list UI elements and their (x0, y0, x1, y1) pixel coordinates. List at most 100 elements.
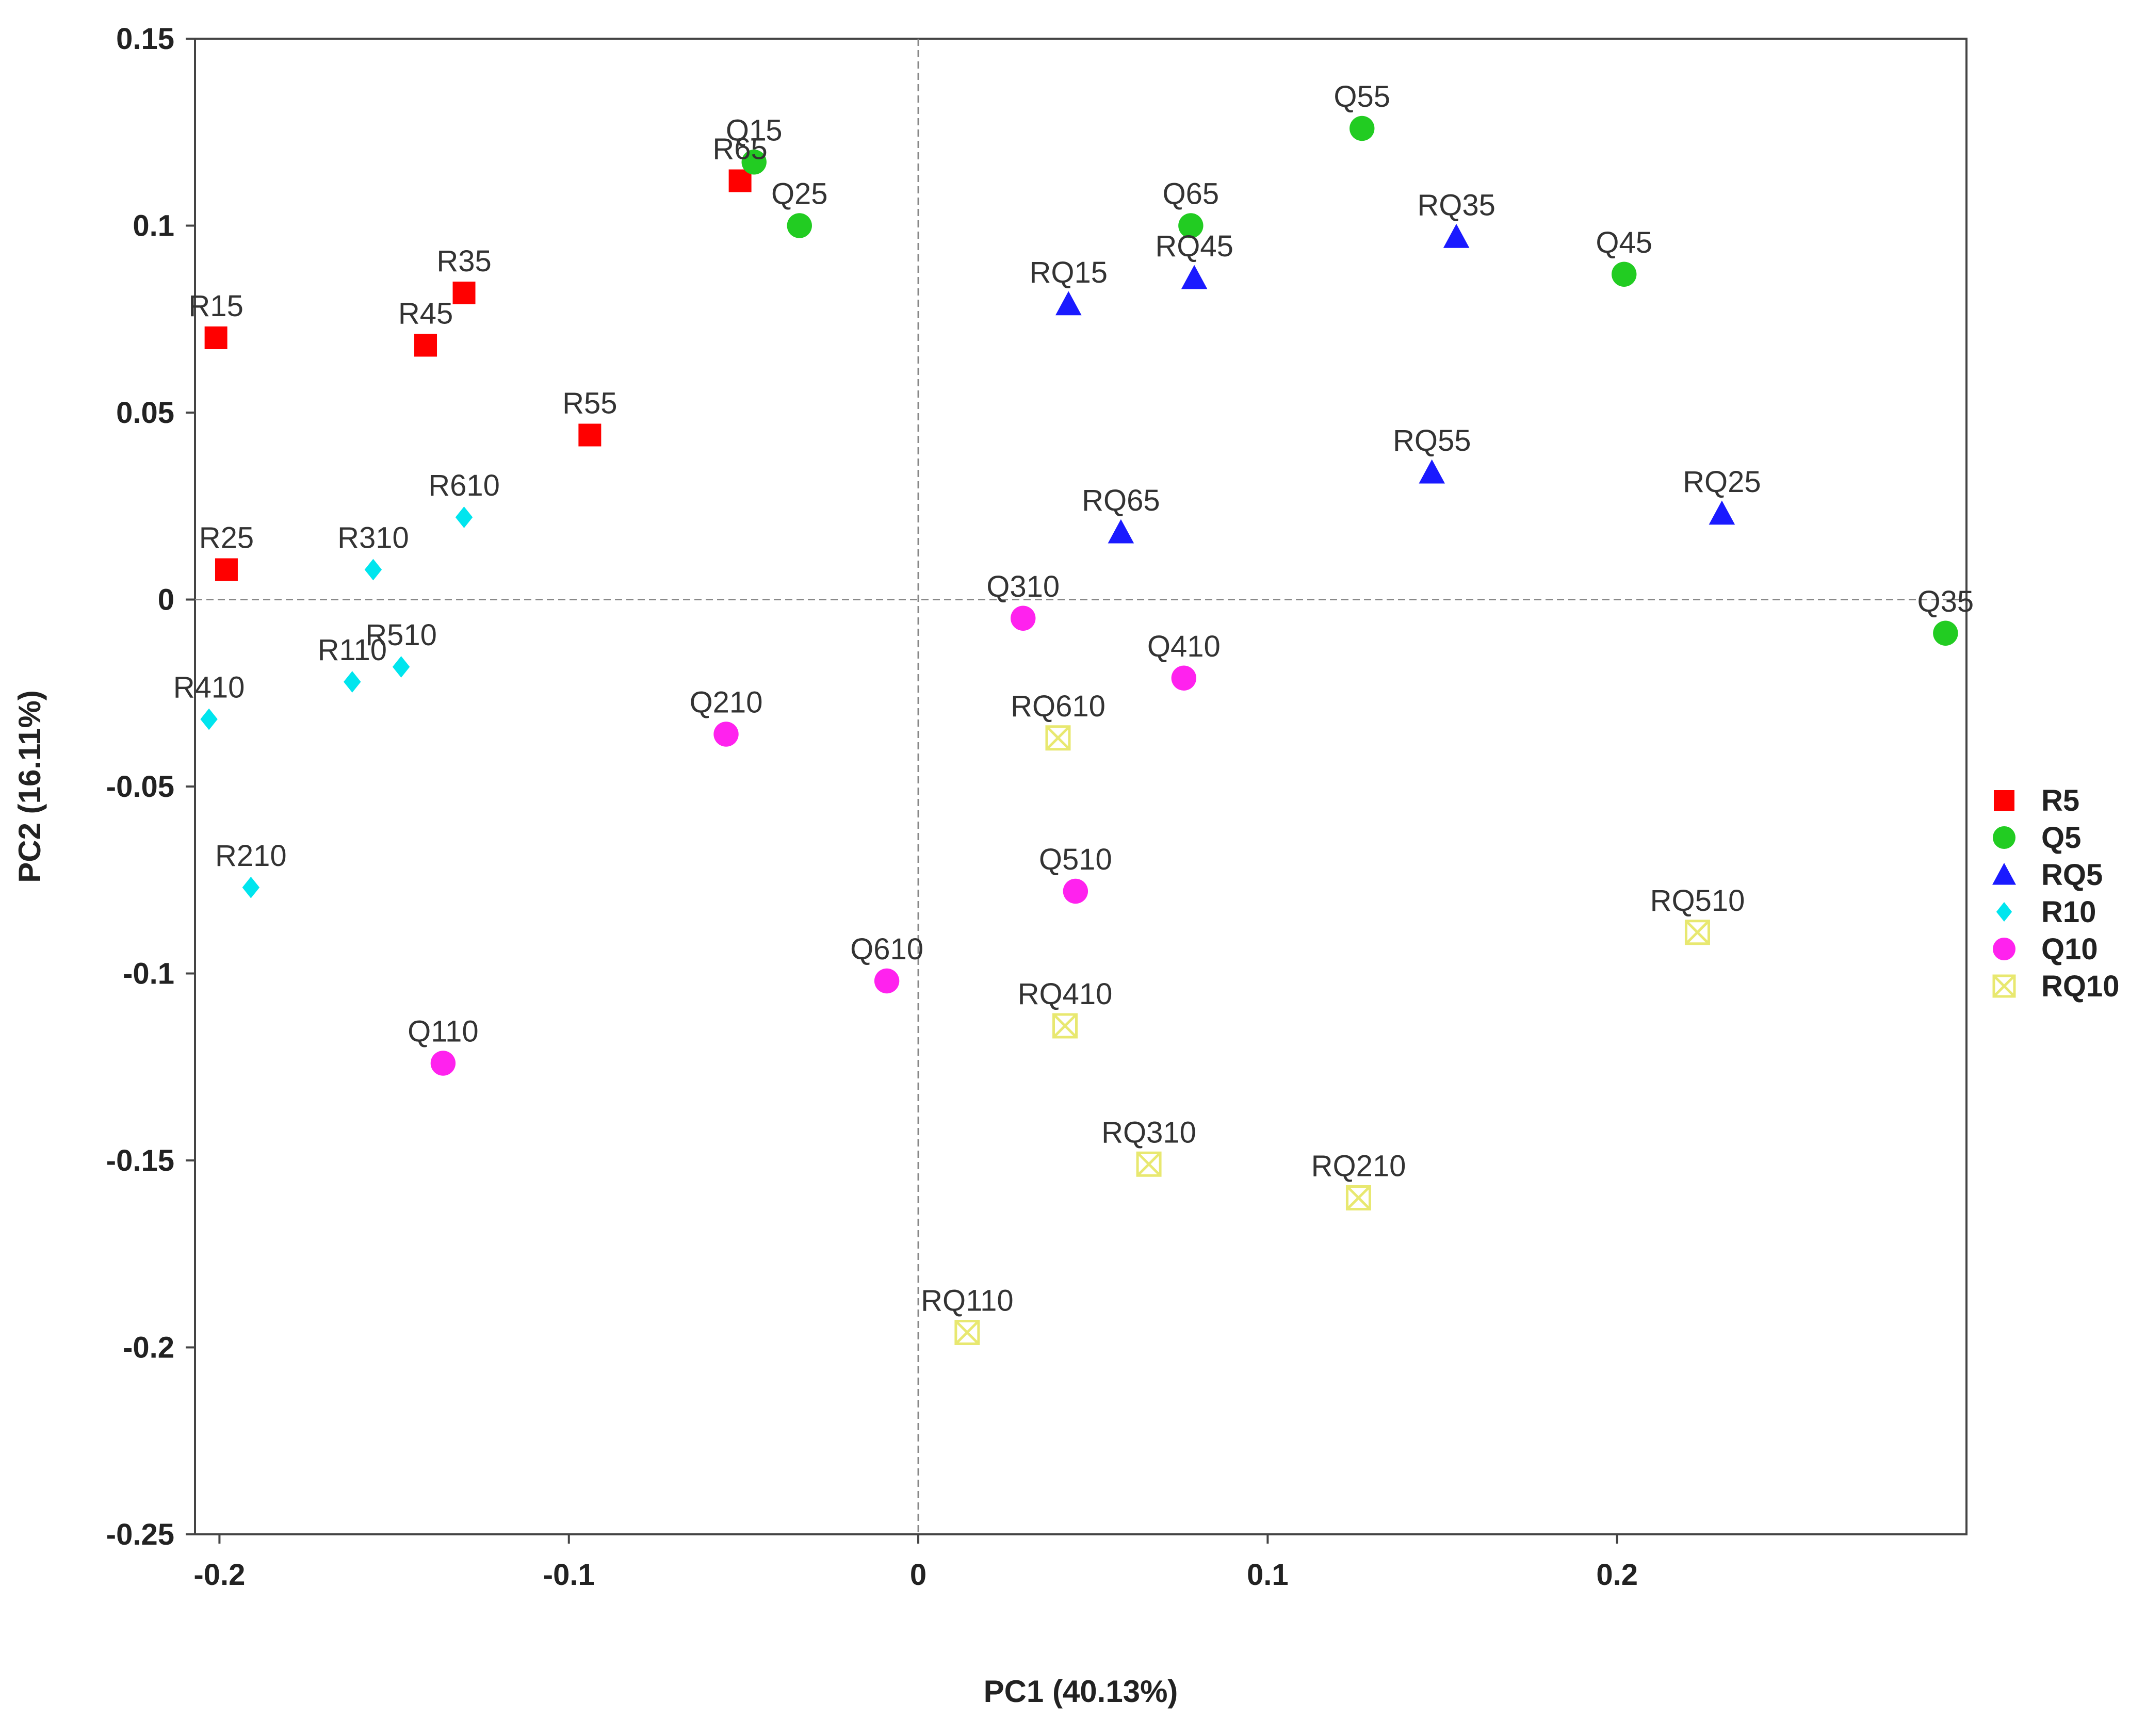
x-axis: -0.2 -0.1 0 0.1 0.2 (193, 1534, 1638, 1592)
data-label-q410: Q410 (1147, 630, 1221, 663)
y-axis: 0.15 0.1 0.05 0 -0.05 -0.1 -0.15 -0.2 -0.25 (106, 22, 195, 1551)
y-tick-label: -0.15 (106, 1144, 174, 1177)
data-label-rq510: RQ510 (1650, 884, 1745, 918)
y-tick-label: -0.2 (123, 1331, 174, 1365)
data-point-q15 (741, 150, 767, 175)
y-tick-label: 0.1 (133, 209, 174, 243)
data-point-r65 (728, 169, 752, 192)
marker-box (1992, 974, 2016, 998)
marker-box (1136, 1151, 1162, 1177)
data-label-rq15: RQ15 (1030, 256, 1108, 289)
data-label-rq25: RQ25 (1683, 465, 1761, 499)
data-point-rq210 (1345, 1185, 1371, 1210)
marker-box (954, 1320, 980, 1345)
x-tick-label: 0 (910, 1558, 926, 1592)
data-label-r210: R210 (215, 839, 287, 873)
data-label-rq45: RQ45 (1155, 230, 1233, 263)
data-point-rq510 (1684, 920, 1710, 945)
data-point-r25 (215, 558, 238, 581)
legend-marker-q5 (1993, 826, 2015, 849)
marker-box (1045, 725, 1071, 751)
y-tick-label: -0.05 (106, 770, 174, 804)
data-label-r310: R310 (337, 521, 409, 555)
marker-cross-b (1052, 1013, 1078, 1038)
marker-cross-b (1346, 1185, 1371, 1210)
x-axis-title: PC1 (40.13%) (984, 1674, 1178, 1709)
data-point-r35 (452, 282, 476, 304)
data-point-rq610 (1045, 725, 1071, 751)
data-point-r55 (578, 423, 601, 447)
legend-label-r5: R5 (2041, 784, 2079, 817)
data-label-rq35: RQ35 (1417, 188, 1495, 222)
data-point-rq410 (1052, 1013, 1078, 1039)
data-label-r55: R55 (562, 387, 617, 420)
data-label-rq610: RQ610 (1011, 690, 1105, 723)
data-point-rq110 (954, 1320, 980, 1345)
data-label-rq210: RQ210 (1311, 1150, 1406, 1183)
marker-cross-b (1136, 1152, 1161, 1177)
data-label-r15: R15 (188, 289, 243, 323)
data-label-r610: R610 (428, 469, 500, 502)
y-tick-label: 0.05 (116, 396, 174, 430)
y-axis-title: PC2 (16.11%) (12, 690, 47, 883)
data-point-r610 (455, 506, 473, 528)
data-point-r310 (364, 559, 382, 581)
data-point-r110 (344, 671, 361, 693)
data-points (200, 116, 1958, 1345)
data-label-q110: Q110 (408, 1015, 479, 1049)
legend-marker-r10 (1996, 902, 2012, 922)
marker-box (1052, 1013, 1078, 1039)
data-label-rq410: RQ410 (1018, 977, 1113, 1011)
data-point-rq25 (1709, 500, 1735, 525)
legend-label-q5: Q5 (2041, 821, 2081, 855)
y-tick-label: -0.25 (106, 1518, 174, 1551)
data-label-rq65: RQ65 (1082, 484, 1160, 517)
data-label-q35: Q35 (1917, 585, 1974, 618)
x-tick-label: -0.1 (543, 1558, 595, 1592)
marker-cross-b (1046, 725, 1070, 750)
y-tick-label: -0.1 (123, 957, 174, 991)
data-point-q35 (1933, 620, 1958, 646)
data-label-rq310: RQ310 (1101, 1116, 1196, 1149)
legend-marker-r5 (1994, 790, 2014, 811)
legend-label-rq10: RQ10 (2041, 970, 2120, 1003)
data-label-q45: Q45 (1596, 226, 1652, 259)
data-point-r410 (200, 708, 218, 730)
legend-marker-rq5 (1992, 863, 2016, 885)
data-label-q25: Q25 (771, 177, 828, 211)
marker-cross-b (955, 1320, 980, 1345)
marker-box (1345, 1185, 1371, 1210)
data-label-q510: Q510 (1039, 843, 1112, 876)
data-label-q310: Q310 (986, 570, 1060, 603)
y-tick-label: 0.15 (116, 22, 174, 56)
data-point-rq65 (1108, 519, 1134, 544)
legend-marker-q10 (1993, 938, 2015, 960)
data-point-r210 (242, 876, 260, 898)
data-label-r65: R65 (712, 133, 767, 166)
marker-cross-b (1993, 975, 2015, 997)
data-label-q15: Q15 (726, 113, 783, 147)
x-tick-label: -0.2 (193, 1558, 245, 1592)
data-label-rq55: RQ55 (1393, 424, 1471, 457)
data-point-rq15 (1055, 291, 1082, 316)
data-point-r510 (392, 656, 410, 678)
data-point-q45 (1612, 261, 1637, 287)
data-point-q110 (430, 1051, 456, 1076)
data-point-rq35 (1443, 223, 1470, 248)
data-point-q25 (787, 213, 812, 238)
legend-label-q10: Q10 (2041, 932, 2098, 966)
data-point-q410 (1171, 665, 1197, 691)
y-tick-label: 0 (158, 583, 174, 617)
data-label-q55: Q55 (1334, 80, 1390, 113)
data-point-q510 (1063, 878, 1088, 904)
marker-box (1684, 920, 1710, 945)
data-point-rq45 (1181, 265, 1208, 289)
data-label-q610: Q610 (850, 932, 923, 966)
legend-label-rq5: RQ5 (2041, 858, 2103, 892)
data-label-r35: R35 (436, 244, 491, 278)
x-tick-label: 0.2 (1596, 1558, 1638, 1592)
data-label-q65: Q65 (1163, 177, 1220, 211)
